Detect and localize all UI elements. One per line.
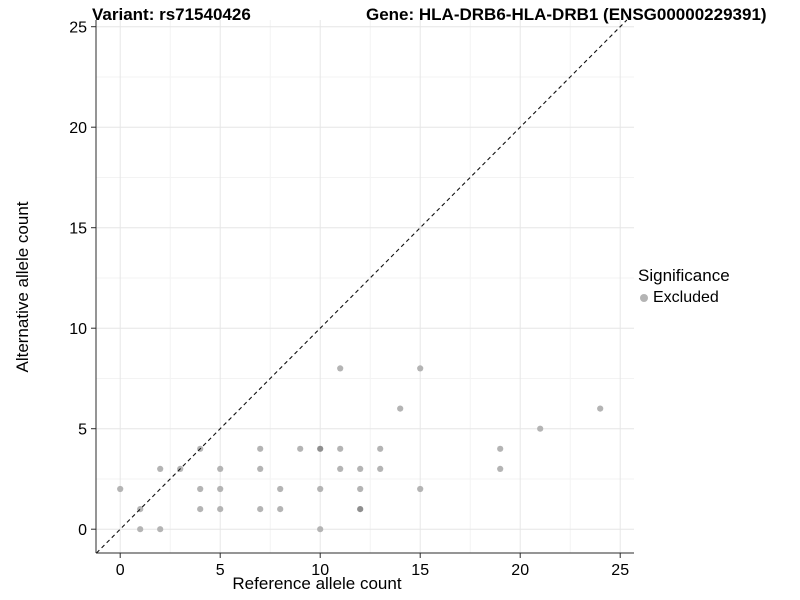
- x-tick-label: 20: [511, 562, 529, 579]
- data-point: [317, 526, 324, 533]
- y-tick-label: 10: [69, 321, 87, 338]
- data-point: [497, 465, 504, 472]
- x-tick-label: 0: [116, 562, 125, 579]
- data-point: [257, 506, 264, 513]
- data-point: [417, 485, 424, 493]
- data-point: [337, 365, 344, 372]
- x-axis-title: Reference allele count: [232, 574, 402, 593]
- data-point: [597, 405, 604, 412]
- data-point: [157, 526, 164, 533]
- data-point: [257, 445, 264, 452]
- data-point: [417, 365, 424, 372]
- data-point: [317, 485, 324, 493]
- data-point: [337, 445, 344, 452]
- data-point: [377, 445, 384, 452]
- data-point: [277, 485, 284, 493]
- excluded-point-icon: [640, 294, 648, 302]
- data-point: [217, 506, 224, 513]
- data-point: [497, 445, 504, 452]
- legend-title: Significance: [638, 266, 730, 285]
- legend-item-label: Excluded: [653, 289, 719, 306]
- x-tick-label: 5: [216, 562, 225, 579]
- data-point-overplotted: [357, 506, 364, 513]
- data-point: [377, 465, 384, 472]
- gene-title: Gene: HLA-DRB6-HLA-DRB1 (ENSG00000229391…: [366, 5, 767, 24]
- x-tick-label: 10: [311, 562, 329, 579]
- y-tick-label: 15: [69, 221, 87, 238]
- data-point: [157, 465, 164, 472]
- y-tick-label: 0: [78, 522, 87, 539]
- data-point: [277, 506, 284, 513]
- legend-item-excluded: Excluded: [638, 289, 730, 307]
- data-point: [297, 445, 304, 452]
- y-axis-title: Alternative allele count: [13, 201, 32, 373]
- x-tick-label: 15: [411, 562, 429, 579]
- data-point: [137, 526, 144, 533]
- legend: Significance Excluded: [638, 266, 730, 307]
- data-point: [537, 425, 544, 432]
- data-point: [357, 465, 364, 472]
- data-point: [397, 405, 404, 412]
- x-tick-label: 25: [611, 562, 629, 579]
- identity-line: [96, 19, 628, 554]
- data-point: [337, 465, 344, 472]
- data-point: [357, 485, 364, 493]
- data-point: [217, 465, 224, 472]
- y-tick-label: 5: [78, 422, 87, 439]
- data-point-overplotted: [317, 445, 324, 452]
- y-tick-label: 20: [69, 120, 87, 137]
- data-point: [217, 485, 224, 493]
- data-point: [117, 485, 124, 493]
- y-tick-label: 25: [69, 20, 87, 37]
- data-point: [197, 485, 204, 493]
- data-point: [257, 465, 264, 472]
- data-point: [197, 506, 204, 513]
- variant-title: Variant: rs71540426: [92, 5, 251, 24]
